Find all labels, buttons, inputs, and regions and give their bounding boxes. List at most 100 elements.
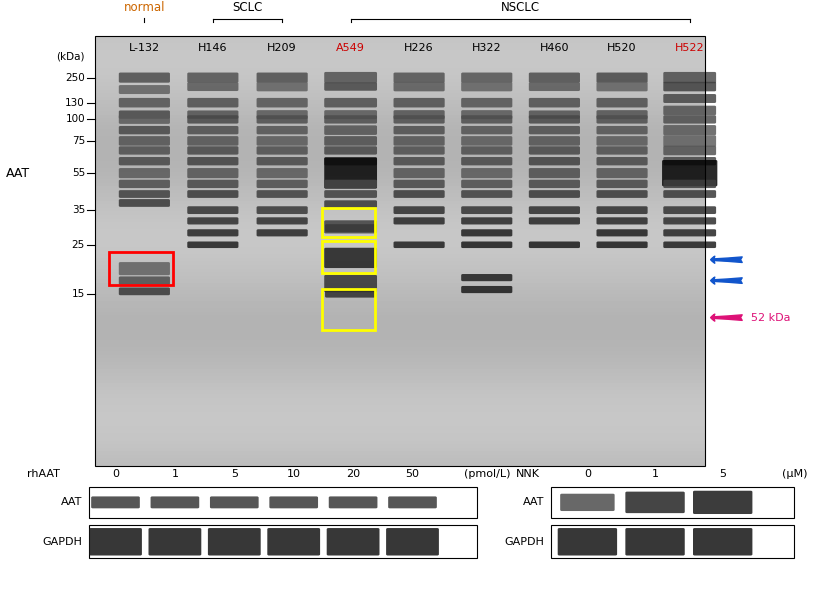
Bar	[95, 172, 705, 176]
Text: NNK: NNK	[516, 469, 540, 479]
FancyBboxPatch shape	[187, 168, 238, 178]
FancyBboxPatch shape	[596, 110, 648, 119]
FancyBboxPatch shape	[187, 72, 238, 82]
Bar	[95, 165, 705, 168]
FancyBboxPatch shape	[324, 158, 377, 189]
FancyBboxPatch shape	[325, 224, 376, 232]
FancyBboxPatch shape	[529, 126, 580, 134]
FancyBboxPatch shape	[328, 497, 377, 509]
FancyBboxPatch shape	[461, 190, 512, 198]
Bar	[95, 100, 705, 104]
FancyBboxPatch shape	[187, 146, 238, 155]
FancyBboxPatch shape	[596, 126, 648, 134]
FancyBboxPatch shape	[461, 126, 512, 134]
FancyBboxPatch shape	[187, 241, 238, 248]
FancyBboxPatch shape	[625, 492, 685, 513]
Bar	[95, 47, 705, 50]
FancyBboxPatch shape	[324, 220, 377, 233]
FancyBboxPatch shape	[119, 262, 170, 275]
Bar	[95, 319, 705, 322]
Text: AAT: AAT	[6, 167, 31, 180]
Bar	[95, 158, 705, 161]
FancyBboxPatch shape	[327, 528, 380, 555]
Bar	[95, 390, 705, 394]
FancyBboxPatch shape	[461, 115, 512, 124]
Bar	[95, 451, 705, 455]
FancyBboxPatch shape	[596, 168, 648, 178]
Bar	[95, 265, 705, 269]
Bar	[95, 380, 705, 383]
FancyBboxPatch shape	[187, 180, 238, 188]
FancyBboxPatch shape	[596, 72, 648, 82]
Text: 1: 1	[652, 469, 658, 479]
FancyBboxPatch shape	[394, 206, 445, 214]
Bar	[95, 150, 705, 154]
FancyBboxPatch shape	[560, 494, 615, 511]
Bar	[95, 405, 705, 408]
FancyBboxPatch shape	[461, 229, 512, 236]
Bar	[95, 344, 705, 347]
FancyBboxPatch shape	[529, 72, 580, 82]
FancyBboxPatch shape	[596, 136, 648, 146]
FancyBboxPatch shape	[693, 528, 752, 555]
FancyBboxPatch shape	[257, 72, 308, 82]
Bar	[95, 204, 705, 208]
FancyBboxPatch shape	[257, 217, 308, 224]
Bar	[95, 79, 705, 82]
FancyBboxPatch shape	[596, 82, 648, 91]
FancyBboxPatch shape	[529, 168, 580, 178]
Bar	[95, 193, 705, 197]
FancyBboxPatch shape	[663, 72, 716, 83]
FancyBboxPatch shape	[663, 190, 716, 198]
FancyBboxPatch shape	[324, 110, 377, 119]
FancyBboxPatch shape	[394, 115, 445, 124]
FancyBboxPatch shape	[596, 206, 648, 214]
Bar	[95, 369, 705, 373]
Bar	[95, 330, 705, 333]
FancyBboxPatch shape	[119, 276, 170, 285]
Bar	[95, 75, 705, 79]
FancyBboxPatch shape	[663, 146, 716, 155]
FancyBboxPatch shape	[663, 217, 716, 224]
Bar	[95, 240, 705, 244]
FancyBboxPatch shape	[119, 85, 170, 94]
FancyBboxPatch shape	[461, 136, 512, 146]
Text: rhAAT: rhAAT	[27, 469, 60, 479]
FancyBboxPatch shape	[596, 180, 648, 188]
Bar	[95, 455, 705, 458]
FancyBboxPatch shape	[662, 160, 717, 186]
FancyBboxPatch shape	[257, 146, 308, 155]
Bar	[95, 376, 705, 380]
FancyBboxPatch shape	[461, 241, 512, 248]
Bar	[95, 50, 705, 54]
Text: SCLC: SCLC	[233, 1, 262, 14]
FancyBboxPatch shape	[596, 241, 648, 248]
FancyBboxPatch shape	[461, 206, 512, 214]
Text: 100: 100	[65, 115, 85, 124]
Text: (kDa): (kDa)	[56, 51, 85, 61]
Bar	[95, 297, 705, 301]
FancyBboxPatch shape	[394, 241, 445, 248]
Bar	[95, 154, 705, 158]
Bar	[95, 416, 705, 419]
FancyBboxPatch shape	[119, 199, 170, 207]
Bar	[95, 90, 705, 93]
FancyBboxPatch shape	[148, 528, 201, 555]
FancyBboxPatch shape	[324, 72, 377, 83]
FancyBboxPatch shape	[388, 497, 437, 509]
Bar	[95, 308, 705, 312]
FancyBboxPatch shape	[529, 115, 580, 124]
Text: GAPDH: GAPDH	[505, 537, 544, 547]
FancyBboxPatch shape	[529, 110, 580, 119]
Text: 1: 1	[172, 469, 178, 479]
FancyBboxPatch shape	[529, 241, 580, 248]
Bar	[95, 82, 705, 86]
Bar	[95, 347, 705, 351]
FancyBboxPatch shape	[187, 217, 238, 224]
FancyBboxPatch shape	[257, 180, 308, 188]
FancyBboxPatch shape	[119, 157, 170, 165]
Bar	[95, 312, 705, 315]
FancyBboxPatch shape	[89, 528, 142, 555]
Bar	[95, 86, 705, 90]
Bar	[95, 68, 705, 72]
